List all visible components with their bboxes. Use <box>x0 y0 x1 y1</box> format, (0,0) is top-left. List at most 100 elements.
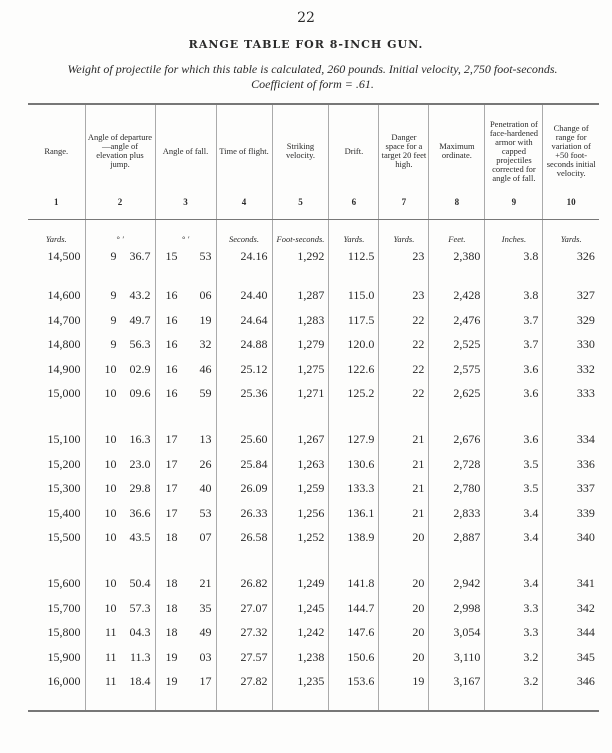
penetration-cell: 3.5 <box>484 452 543 477</box>
range-cell: 16,000 <box>47 674 81 689</box>
minutes: 17 <box>199 674 212 689</box>
angle-of-departure-cell: 10 43.5 <box>84 525 155 550</box>
degrees: 17 <box>165 481 178 496</box>
minutes: 11.3 <box>129 649 151 664</box>
angle-of-departure-cell: 9 56.3 <box>84 332 155 357</box>
minutes: 04.3 <box>129 625 151 640</box>
striking-velocity-cell: 1,242 <box>271 620 329 645</box>
degrees: 10 <box>104 432 117 447</box>
angle-of-departure-cell: 11 11.3 <box>84 645 155 670</box>
range-cell: 15,400 <box>47 505 81 520</box>
angle-of-fall-cell: 18 35 <box>154 596 216 621</box>
penetration-cell: 3.4 <box>484 571 543 596</box>
page-title: RANGE TABLE FOR 8-INCH GUN. <box>188 38 424 51</box>
maximum-ordinate-cell: 2,525 <box>428 332 485 357</box>
column-number: 1 <box>28 197 85 220</box>
column-header: Range. <box>44 145 69 156</box>
maximum-ordinate-cell: 2,728 <box>428 452 485 477</box>
maximum-ordinate-cell: 2,575 <box>428 357 485 382</box>
striking-velocity-cell: 1,235 <box>271 669 329 694</box>
degrees: 16 <box>165 312 178 327</box>
angle-of-departure-cell: 10 29.8 <box>84 476 155 501</box>
table-row: 15,000 10 09.6 16 59 25.36 1,271 125.2 22 2,625 3.… <box>28 381 599 406</box>
degrees: 18 <box>165 530 178 545</box>
time-of-flight-cell: 26.58 <box>215 525 272 550</box>
header-row: Range. Angle of departure—angle of elevat… <box>28 104 599 197</box>
range-cell: 14,600 <box>47 288 81 303</box>
column-unit: Yards. <box>45 234 67 244</box>
time-of-flight-cell: 25.36 <box>215 381 272 406</box>
maximum-ordinate-cell: 3,167 <box>428 669 485 694</box>
angle-of-departure-cell: 10 09.6 <box>84 381 155 406</box>
angle-of-fall-cell: 19 03 <box>154 645 216 670</box>
minutes: 53 <box>199 248 212 263</box>
angle-of-fall-cell: 17 53 <box>154 501 216 526</box>
drift-cell: 122.6 <box>328 357 379 382</box>
penetration-cell: 3.3 <box>484 596 543 621</box>
degrees: 9 <box>110 248 117 263</box>
maximum-ordinate-cell: 2,833 <box>428 501 485 526</box>
time-of-flight-cell: 27.82 <box>215 669 272 694</box>
drift-cell: 120.0 <box>328 332 379 357</box>
penetration-cell: 3.8 <box>484 283 543 308</box>
column-number: 5 <box>271 197 329 220</box>
column-unit: Foot-seconds. <box>271 219 329 244</box>
penetration-cell: 3.4 <box>484 525 543 550</box>
angle-of-fall-cell: 16 32 <box>154 332 216 357</box>
column-header: Angle of fall. <box>154 104 216 197</box>
minutes: 06 <box>199 288 212 303</box>
maximum-ordinate-cell: 3,110 <box>428 645 485 670</box>
change-of-range-cell: 342 <box>542 596 599 621</box>
maximum-ordinate-cell: 2,476 <box>428 308 485 333</box>
range-cell: 15,500 <box>47 530 81 545</box>
change-of-range-cell: 344 <box>542 620 599 645</box>
time-of-flight-cell: 27.07 <box>215 596 272 621</box>
degrees: 18 <box>165 625 178 640</box>
minutes: 09.6 <box>129 386 151 401</box>
table-row: 15,400 10 36.6 17 53 26.33 1,256 136.1 21 2,833 3.… <box>28 501 599 526</box>
drift-cell: 136.1 <box>328 501 379 526</box>
striking-velocity-cell: 1,238 <box>271 645 329 670</box>
column-unit: ° ′ <box>84 219 155 244</box>
minutes: 23.0 <box>129 456 151 471</box>
change-of-range-cell: 334 <box>542 427 599 452</box>
column-number: 9 <box>484 197 543 220</box>
danger-space-cell: 20 <box>378 620 429 645</box>
column-unit: Yards. <box>328 219 379 244</box>
angle-of-departure-cell: 9 36.7 <box>84 244 155 269</box>
table-row: 15,900 11 11.3 19 03 27.57 1,238 150.6 20 3,110 3.… <box>28 645 599 670</box>
angle-of-departure-cell: 9 49.7 <box>84 308 155 333</box>
minutes: 35 <box>199 600 212 615</box>
angle-of-departure-cell: 10 36.6 <box>84 501 155 526</box>
minutes: 36.6 <box>129 505 151 520</box>
maximum-ordinate-cell: 2,625 <box>428 381 485 406</box>
angle-of-fall-cell: 16 59 <box>154 381 216 406</box>
angle-of-fall-cell: 17 26 <box>154 452 216 477</box>
minutes: 49.7 <box>129 312 151 327</box>
change-of-range-cell: 339 <box>542 501 599 526</box>
range-cell: 14,900 <box>47 361 81 376</box>
minutes: 50.4 <box>129 576 151 591</box>
time-of-flight-cell: 24.16 <box>215 244 272 269</box>
column-header: Danger space for a target 20 feet high. <box>378 104 429 197</box>
time-of-flight-cell: 25.12 <box>215 357 272 382</box>
column-header: Change of range for variation of +50 foo… <box>542 104 599 197</box>
column-unit: Feet. <box>428 219 485 244</box>
degrees: 10 <box>104 505 117 520</box>
degrees: 11 <box>104 625 117 640</box>
column-header: Angle of departure—angle of elevation pl… <box>84 104 155 197</box>
minutes: 16.3 <box>129 432 151 447</box>
table-row: 15,700 10 57.3 18 35 27.07 1,245 144.7 20 2,998 3.… <box>28 596 599 621</box>
striking-velocity-cell: 1,275 <box>271 357 329 382</box>
maximum-ordinate-cell: 2,942 <box>428 571 485 596</box>
degrees: 11 <box>104 674 117 689</box>
drift-cell: 133.3 <box>328 476 379 501</box>
minutes: 46 <box>199 361 212 376</box>
danger-space-cell: 21 <box>378 476 429 501</box>
degrees: 10 <box>104 576 117 591</box>
degrees: 10 <box>104 600 117 615</box>
column-unit: Inches. <box>484 219 543 244</box>
maximum-ordinate-cell: 2,676 <box>428 427 485 452</box>
striking-velocity-cell: 1,279 <box>271 332 329 357</box>
striking-velocity-cell: 1,252 <box>271 525 329 550</box>
